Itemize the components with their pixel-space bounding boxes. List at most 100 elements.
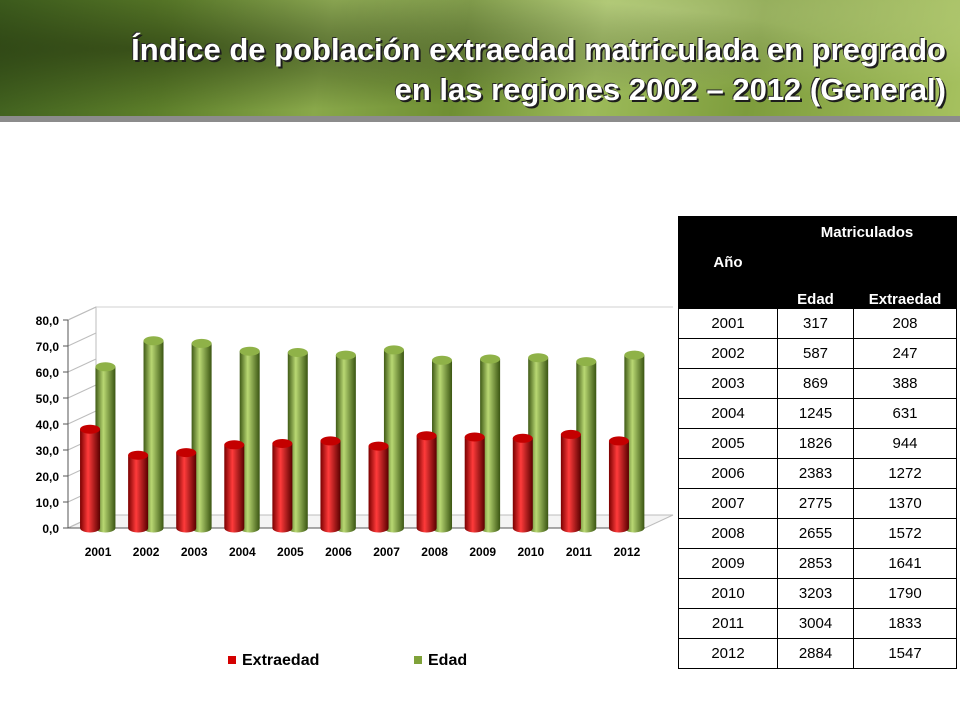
bar-edad-top bbox=[143, 336, 164, 346]
bar-edad-top bbox=[287, 348, 308, 357]
x-tick-label: 2009 bbox=[469, 545, 496, 559]
cell-extraedad: 388 bbox=[853, 368, 957, 399]
legend-item-edad: Edad bbox=[414, 652, 467, 670]
cell-year: 2003 bbox=[678, 368, 778, 399]
bar-extraedad bbox=[272, 439, 293, 533]
x-tick-label: 2003 bbox=[181, 545, 208, 559]
bar-extraedad bbox=[176, 448, 197, 533]
bar-extraedad bbox=[224, 440, 245, 533]
bar-extraedad-top bbox=[416, 431, 437, 441]
bar-edad-body bbox=[287, 352, 308, 533]
cell-edad: 317 bbox=[777, 308, 854, 339]
bar-extraedad bbox=[464, 432, 485, 533]
bar-edad-body bbox=[480, 359, 501, 533]
bar-extraedad bbox=[128, 450, 149, 533]
cell-year: 2007 bbox=[678, 488, 778, 519]
x-tick-label: 2001 bbox=[85, 545, 112, 559]
cell-edad: 3203 bbox=[777, 578, 854, 609]
bar-extraedad-body bbox=[176, 452, 197, 533]
table-header-year: Año bbox=[678, 216, 778, 309]
bar-extraedad-top bbox=[176, 448, 197, 458]
x-tick-label: 2007 bbox=[373, 545, 400, 559]
bar-extraedad bbox=[320, 436, 341, 533]
bar-edad-body bbox=[528, 357, 549, 533]
cell-edad: 2884 bbox=[777, 638, 854, 669]
enrollment-table: Año Matriculados Edad Extraedad 2001 317 2… bbox=[678, 216, 957, 669]
bar-edad bbox=[528, 353, 549, 533]
y-tick-label: 70,0 bbox=[36, 340, 60, 354]
bar-edad-body bbox=[383, 349, 404, 533]
bar-extraedad-body bbox=[80, 429, 101, 533]
bar-extraedad-body bbox=[512, 438, 533, 533]
bar-edad-body bbox=[143, 340, 164, 533]
bar-extraedad bbox=[608, 436, 629, 533]
bar-edad-body bbox=[624, 355, 645, 533]
cell-year: 2001 bbox=[678, 308, 778, 339]
cell-year: 2005 bbox=[678, 428, 778, 459]
bar-edad bbox=[335, 350, 356, 533]
legend-swatch-extraedad bbox=[228, 656, 236, 664]
y-tick-label: 50,0 bbox=[36, 392, 60, 406]
bar-edad bbox=[383, 345, 404, 533]
bar-edad bbox=[576, 357, 597, 533]
bar-extraedad-body bbox=[416, 435, 437, 533]
bar-edad bbox=[143, 336, 164, 533]
table-row: 2008 2655 1572 bbox=[678, 518, 957, 549]
table-row: 2012 2884 1547 bbox=[678, 638, 957, 669]
cell-year: 2004 bbox=[678, 398, 778, 429]
table-header-group: Matriculados bbox=[777, 216, 957, 248]
gridline-side bbox=[67, 306, 97, 321]
cell-extraedad: 1272 bbox=[853, 458, 957, 489]
bar-extraedad-body bbox=[608, 440, 629, 533]
bar-edad-body bbox=[432, 360, 453, 533]
bar-extraedad-top bbox=[128, 450, 149, 460]
cell-extraedad: 247 bbox=[853, 338, 957, 369]
cell-year: 2008 bbox=[678, 518, 778, 549]
bar-extraedad-top bbox=[464, 432, 485, 442]
bar-edad bbox=[191, 338, 212, 533]
bar-extraedad bbox=[560, 429, 581, 533]
bar-extraedad-body bbox=[128, 455, 149, 533]
cell-extraedad: 1370 bbox=[853, 488, 957, 519]
bar-extraedad-top bbox=[512, 433, 533, 443]
bar-extraedad bbox=[368, 441, 389, 533]
bar-extraedad bbox=[80, 424, 101, 533]
bar-extraedad-top bbox=[608, 436, 629, 446]
cell-year: 2006 bbox=[678, 458, 778, 489]
table-body: 2001 317 208 2002 587 247 2003 869 388 2004 1245 63… bbox=[678, 308, 957, 669]
cell-extraedad: 1833 bbox=[853, 608, 957, 639]
bar-chart: 0,0 10,0 20,0 30,0 40,0 50,0 60,0 70,0 80,0 2001 2… bbox=[36, 306, 674, 559]
bar-extraedad bbox=[416, 431, 437, 533]
y-tick-label: 10,0 bbox=[36, 496, 60, 510]
legend-item-extraedad: Extraedad bbox=[228, 652, 319, 670]
title-line-2: en las regiones 2002 – 2012 (General) bbox=[394, 72, 946, 107]
bar-edad bbox=[287, 348, 308, 533]
bar-extraedad-body bbox=[272, 443, 293, 533]
table-row: 2007 2775 1370 bbox=[678, 488, 957, 519]
title-line-1: Índice de población extraedad matriculad… bbox=[131, 32, 946, 67]
cell-edad: 587 bbox=[777, 338, 854, 369]
cell-edad: 3004 bbox=[777, 608, 854, 639]
y-tick-label: 20,0 bbox=[36, 470, 60, 484]
cell-year: 2002 bbox=[678, 338, 778, 369]
cell-year: 2011 bbox=[678, 608, 778, 639]
cell-extraedad: 1547 bbox=[853, 638, 957, 669]
cell-edad: 869 bbox=[777, 368, 854, 399]
x-tick-label: 2010 bbox=[517, 545, 544, 559]
cell-extraedad: 1790 bbox=[853, 578, 957, 609]
y-tick-label: 80,0 bbox=[36, 314, 60, 328]
bar-edad bbox=[432, 355, 453, 533]
chart-labels: 0,0 10,0 20,0 30,0 40,0 50,0 60,0 70,0 80,0 2001 2… bbox=[36, 314, 641, 559]
table-row: 2004 1245 631 bbox=[678, 398, 957, 429]
cell-edad: 2853 bbox=[777, 548, 854, 579]
banner-landscape-image bbox=[0, 0, 960, 122]
bar-edad-body bbox=[95, 366, 116, 533]
table-row: 2011 3004 1833 bbox=[678, 608, 957, 639]
bar-edad bbox=[239, 346, 260, 533]
y-tick-label: 40,0 bbox=[36, 418, 60, 432]
bar-extraedad bbox=[512, 433, 533, 533]
bar-extraedad-body bbox=[368, 446, 389, 533]
bar-extraedad-top bbox=[368, 441, 389, 451]
table-row: 2002 587 247 bbox=[678, 338, 957, 369]
bar-edad-top bbox=[432, 355, 453, 365]
